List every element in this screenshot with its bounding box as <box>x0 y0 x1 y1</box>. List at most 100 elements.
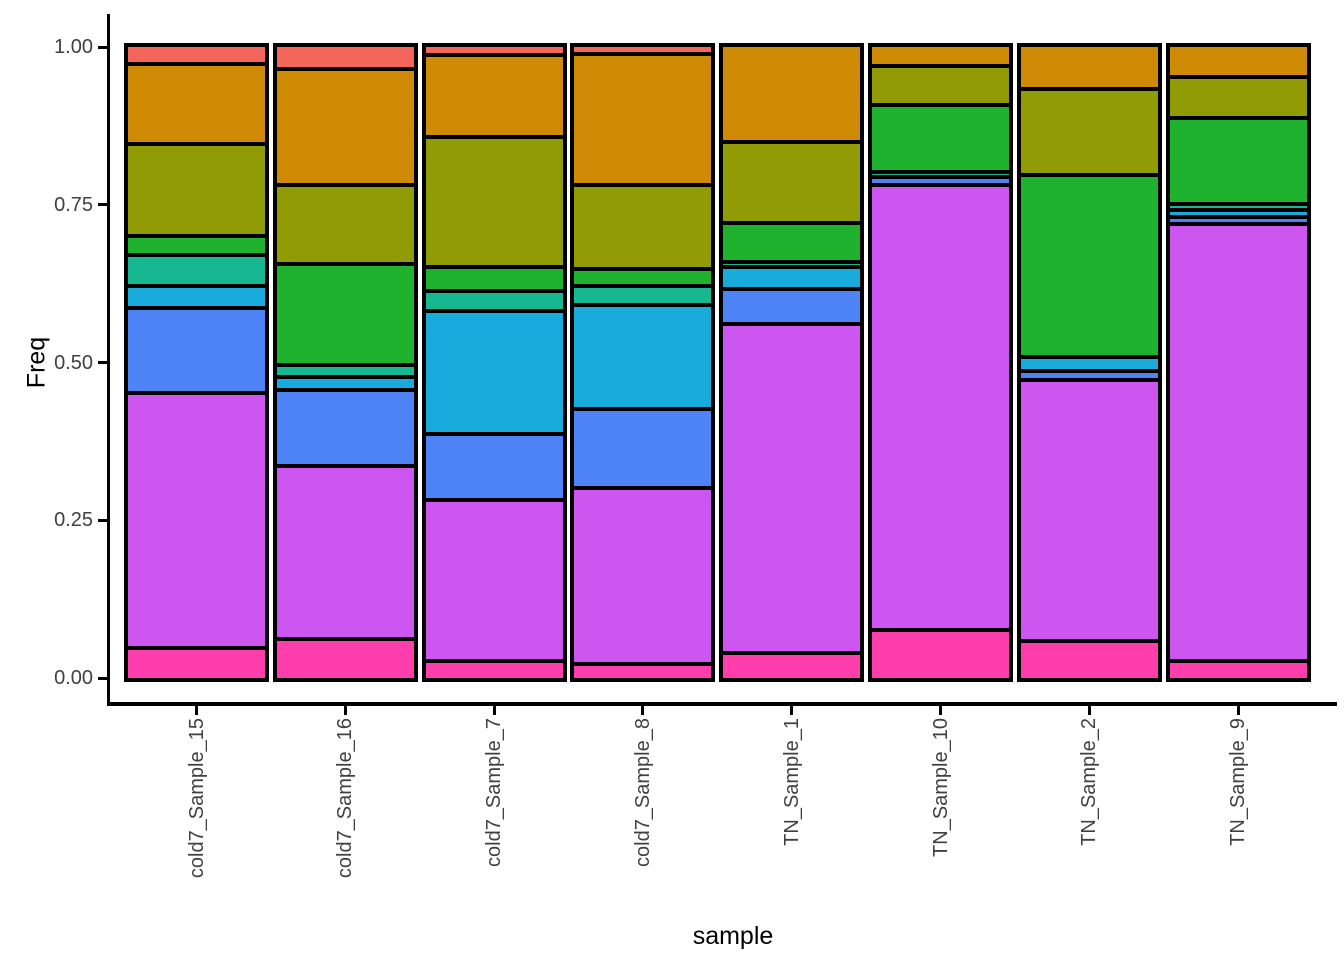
x-tick <box>1236 706 1240 715</box>
y-tick-label: 0.50 <box>54 351 93 374</box>
segment-cluster-magenta <box>574 485 712 662</box>
segment-cluster-magenta <box>872 182 1009 629</box>
x-tick-label: TN_Sample_2 <box>1078 718 1101 846</box>
segment-cluster-cyan <box>723 264 861 287</box>
segment-cluster-cyan <box>425 308 563 432</box>
segment-cluster-orange <box>1020 47 1158 88</box>
segment-cluster-cyan <box>128 284 265 306</box>
segment-cluster-olive <box>1169 74 1307 117</box>
segment-cluster-green <box>425 264 563 289</box>
segment-cluster-green <box>128 233 265 254</box>
segment-cluster-blue <box>723 286 861 322</box>
segment-cluster-teal <box>574 283 712 303</box>
x-tick-label: TN_Sample_9 <box>1227 718 1250 846</box>
x-tick <box>790 706 794 715</box>
segment-cluster-green <box>1169 116 1307 202</box>
bar-TN_Sample_10 <box>868 43 1013 682</box>
x-tick-label: TN_Sample_1 <box>780 718 803 846</box>
y-tick <box>98 203 107 207</box>
segment-cluster-salmon <box>425 47 563 54</box>
segment-cluster-blue <box>574 406 712 486</box>
segment-cluster-salmon <box>574 47 712 52</box>
segment-cluster-green <box>872 103 1009 170</box>
segment-cluster-cyan <box>574 302 712 407</box>
segment-cluster-blue <box>276 387 414 464</box>
segment-cluster-olive <box>1020 87 1158 174</box>
segment-cluster-teal <box>1169 201 1307 208</box>
segment-cluster-teal <box>128 253 265 285</box>
x-tick <box>343 706 347 715</box>
segment-cluster-magenta <box>425 498 563 660</box>
segment-cluster-cyan <box>276 375 414 388</box>
segment-cluster-pink <box>872 628 1009 678</box>
segment-cluster-blue <box>1020 368 1158 379</box>
segment-cluster-magenta <box>1020 378 1158 639</box>
y-axis-line <box>107 14 110 706</box>
x-axis-title: sample <box>692 922 774 950</box>
segment-cluster-pink <box>1169 659 1307 678</box>
segment-cluster-orange <box>1169 47 1307 75</box>
y-axis-title: Freq <box>22 336 51 389</box>
segment-cluster-olive <box>574 182 712 267</box>
segment-cluster-pink <box>723 650 861 678</box>
x-tick <box>641 706 645 715</box>
bar-cold7_Sample_8 <box>570 43 716 682</box>
x-tick-label: cold7_Sample_8 <box>631 718 654 867</box>
segment-cluster-salmon <box>276 47 414 67</box>
y-tick <box>98 676 107 680</box>
segment-cluster-pink <box>1020 638 1158 678</box>
segment-cluster-magenta <box>276 463 414 637</box>
segment-cluster-pink <box>128 646 265 678</box>
segment-cluster-orange <box>128 62 265 143</box>
segment-cluster-green <box>1020 173 1158 355</box>
segment-cluster-olive <box>872 64 1009 104</box>
segment-cluster-magenta <box>1169 222 1307 660</box>
segment-cluster-orange <box>723 47 861 141</box>
x-tick <box>1087 706 1091 715</box>
segment-cluster-salmon <box>128 47 265 63</box>
bar-TN_Sample_1 <box>719 43 865 682</box>
segment-cluster-orange <box>276 66 414 184</box>
segment-cluster-pink <box>276 637 414 678</box>
x-tick-label: cold7_Sample_15 <box>185 718 208 879</box>
segment-cluster-orange <box>872 47 1009 64</box>
segment-cluster-green <box>276 262 414 363</box>
bar-cold7_Sample_16 <box>272 43 418 682</box>
segment-cluster-green <box>723 220 861 260</box>
segment-cluster-teal <box>723 259 861 265</box>
bar-cold7_Sample_7 <box>421 43 567 682</box>
x-tick <box>492 706 496 715</box>
x-tick <box>195 706 198 715</box>
segment-cluster-teal <box>425 288 563 309</box>
segment-cluster-pink <box>574 661 712 678</box>
segment-cluster-olive <box>723 140 861 221</box>
y-tick <box>98 45 107 49</box>
x-axis-line <box>107 702 1337 706</box>
segment-cluster-olive <box>425 135 563 265</box>
segment-cluster-blue <box>872 174 1009 183</box>
y-tick-label: 0.00 <box>54 667 93 689</box>
segment-cluster-magenta <box>723 321 861 651</box>
segment-cluster-magenta <box>128 390 265 647</box>
bar-TN_Sample_2 <box>1016 43 1162 682</box>
segment-cluster-blue <box>425 431 563 499</box>
y-tick <box>98 361 107 364</box>
y-tick-label: 0.25 <box>54 509 93 532</box>
segment-cluster-blue <box>128 305 265 391</box>
y-tick-label: 0.75 <box>54 193 93 216</box>
segment-cluster-teal <box>276 362 414 376</box>
x-tick-label: TN_Sample_10 <box>929 718 952 857</box>
y-tick-label: 1.00 <box>54 36 93 58</box>
x-tick-label: cold7_Sample_16 <box>334 718 357 879</box>
x-tick-label: cold7_Sample_7 <box>483 718 506 867</box>
segment-cluster-orange <box>425 53 563 136</box>
segment-cluster-olive <box>128 142 265 234</box>
x-tick <box>939 706 942 715</box>
segment-cluster-green <box>574 266 712 284</box>
y-tick <box>98 518 107 522</box>
segment-cluster-orange <box>574 52 712 183</box>
segment-cluster-olive <box>276 183 414 263</box>
bar-cold7_Sample_15 <box>124 43 269 682</box>
segment-cluster-cyan <box>1020 354 1158 369</box>
